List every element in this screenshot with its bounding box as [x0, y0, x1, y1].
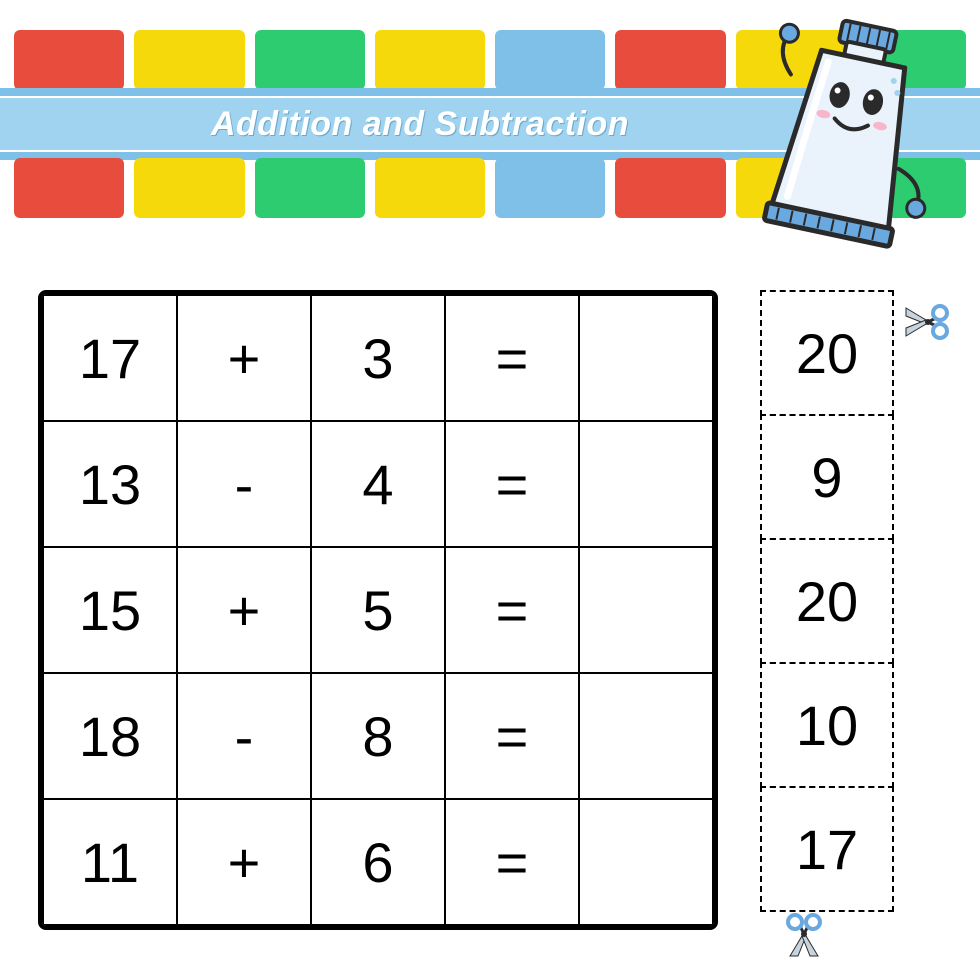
stripe — [134, 158, 244, 218]
stripe — [375, 30, 485, 90]
answer-tile[interactable]: 20 — [760, 538, 894, 664]
stripe — [14, 30, 124, 90]
answer-tiles-column: 20 9 20 10 17 — [760, 290, 894, 912]
page-title: Addition and Subtraction — [211, 105, 629, 144]
operand-cell: 18 — [43, 673, 177, 799]
answer-tile[interactable]: 20 — [760, 290, 894, 416]
stripe — [495, 158, 605, 218]
stripe — [255, 158, 365, 218]
stripe — [255, 30, 365, 90]
operand-cell: 5 — [311, 547, 445, 673]
operand-cell: 6 — [311, 799, 445, 925]
table-row: 13 - 4 = — [43, 421, 713, 547]
operand-cell: 17 — [43, 295, 177, 421]
operator-cell: - — [177, 673, 311, 799]
table-row: 17 + 3 = — [43, 295, 713, 421]
equals-cell: = — [445, 547, 579, 673]
operand-cell: 13 — [43, 421, 177, 547]
operand-cell: 8 — [311, 673, 445, 799]
operator-cell: + — [177, 295, 311, 421]
stripe — [615, 158, 725, 218]
scissors-icon — [902, 298, 950, 346]
equals-cell: = — [445, 421, 579, 547]
operand-cell: 4 — [311, 421, 445, 547]
answer-slot[interactable] — [579, 673, 713, 799]
stripe — [615, 30, 725, 90]
operator-cell: + — [177, 547, 311, 673]
answer-slot[interactable] — [579, 295, 713, 421]
table-row: 11 + 6 = — [43, 799, 713, 925]
equation-grid: 17 + 3 = 13 - 4 = 15 + 5 = 18 - 8 = — [38, 290, 718, 930]
operand-cell: 15 — [43, 547, 177, 673]
answer-tile[interactable]: 10 — [760, 662, 894, 788]
stripe — [134, 30, 244, 90]
answer-tile[interactable]: 9 — [760, 414, 894, 540]
answer-slot[interactable] — [579, 547, 713, 673]
operator-cell: - — [177, 421, 311, 547]
equals-cell: = — [445, 799, 579, 925]
operand-cell: 3 — [311, 295, 445, 421]
equals-cell: = — [445, 295, 579, 421]
stripe — [375, 158, 485, 218]
answer-tile[interactable]: 17 — [760, 786, 894, 912]
table-row: 18 - 8 = — [43, 673, 713, 799]
stripe — [495, 30, 605, 90]
operator-cell: + — [177, 799, 311, 925]
equals-cell: = — [445, 673, 579, 799]
operand-cell: 11 — [43, 799, 177, 925]
scissors-icon — [780, 912, 828, 960]
table-row: 15 + 5 = — [43, 547, 713, 673]
page-header: Addition and Subtraction — [0, 0, 980, 230]
stripe — [14, 158, 124, 218]
answer-slot[interactable] — [579, 421, 713, 547]
answer-slot[interactable] — [579, 799, 713, 925]
